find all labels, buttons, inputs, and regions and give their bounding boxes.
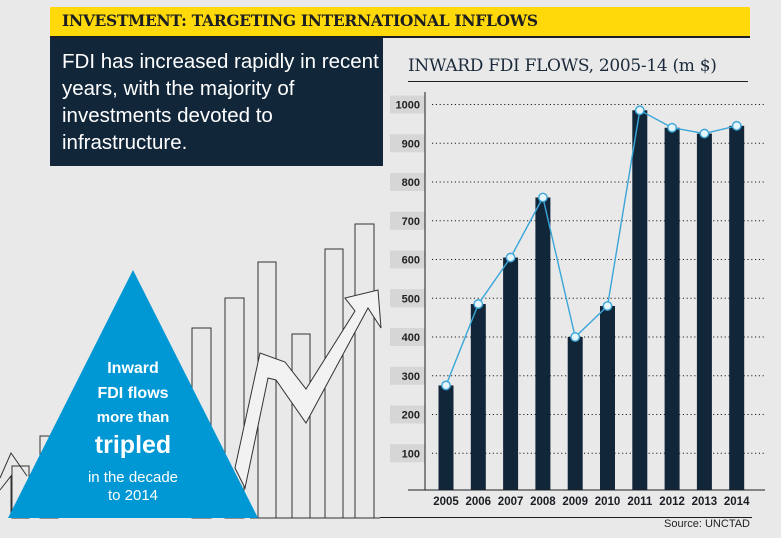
x-tick-label: 2013 [692,496,718,508]
header-band: INVESTMENT: TARGETING INTERNATIONAL INFL… [50,7,750,38]
x-tick-label: 2010 [595,496,621,508]
chart-title: INWARD FDI FLOWS, 2005-14 (m $) [408,56,717,76]
callout-line-2: FDI flows [97,385,168,402]
y-tick-label: 100 [402,448,420,460]
y-tick-box [390,405,425,424]
chart-line-series [441,105,742,391]
bar-2013 [696,133,712,490]
x-tick-label: 2009 [562,496,588,508]
y-tick-box [390,328,425,346]
line-point-2011 [634,105,645,116]
y-tick-label: 400 [402,332,420,344]
line-point-2006 [473,299,484,309]
y-tick-box [390,95,425,114]
bottom-rule [380,517,752,518]
x-tick-label: 2012 [659,496,685,508]
x-tick-label: 2007 [498,496,524,508]
bar-2014 [729,125,745,490]
y-tick-label: 900 [402,138,420,150]
intro-box: FDI has increased rapidly in recent year… [50,38,383,166]
line-point-2005 [441,380,451,391]
y-tick-label: 600 [402,255,420,267]
line-point-2012 [667,122,677,133]
chart-y-axis-ticks: 100 200 300 400 500 600 700 800 900 1000 [390,95,425,463]
deco-arrow-small-icon [0,451,28,479]
chart-bars [438,110,745,490]
deco-bar [291,333,311,519]
line-point-2007 [505,252,516,263]
bar-2005 [438,385,454,490]
bar-2012 [664,127,680,490]
x-tick-label: 2014 [724,496,750,508]
bar-2010 [600,306,615,490]
x-tick-label: 2011 [627,496,653,508]
source-note: Source: UNCTAD [664,518,750,530]
y-tick-label: 1000 [396,100,420,112]
callout-line-3: more than [97,409,170,426]
x-tick-label: 2008 [530,496,556,508]
y-tick-label: 800 [402,177,420,189]
y-tick-box [390,444,425,463]
callout-line-5: in the decade [88,469,178,486]
chart-title-rule [408,81,748,82]
line-point-2010 [602,301,613,311]
x-tick-label: 2005 [433,496,459,508]
bar-2008 [535,197,551,490]
bar-2009 [567,337,583,490]
line-point-2009 [570,332,581,342]
y-tick-box [390,173,425,191]
y-tick-box [390,289,425,308]
deco-bar [354,223,375,519]
y-tick-box [390,211,425,230]
trend-arrow-icon [234,289,382,490]
chart-x-axis-ticks: 2005 2006 2007 2008 2009 2010 2011 2012 2013 2014 [433,496,750,508]
callout-line-1: Inward [107,360,159,377]
line-path [445,109,737,386]
line-point-2014 [731,120,742,131]
y-tick-label: 200 [402,410,420,422]
y-tick-box [390,134,425,153]
bar-2006 [470,304,486,490]
y-tick-label: 700 [402,216,420,228]
callout-line-4: tripled [95,431,171,459]
decorative-bars-illustration [0,223,382,519]
bar-2011 [632,110,648,490]
y-tick-box [390,366,425,385]
callout-triangle [8,270,258,518]
header-title: INVESTMENT: TARGETING INTERNATIONAL INFL… [62,11,538,30]
y-tick-box [390,250,425,269]
y-tick-label: 500 [402,293,420,305]
callout-line-6: to 2014 [108,487,158,504]
intro-text: FDI has increased rapidly in recent year… [62,50,379,154]
line-point-2008 [538,192,548,203]
bar-2007 [503,257,519,490]
x-tick-label: 2006 [466,496,492,508]
y-tick-label: 300 [402,371,420,383]
line-point-2013 [699,128,710,139]
